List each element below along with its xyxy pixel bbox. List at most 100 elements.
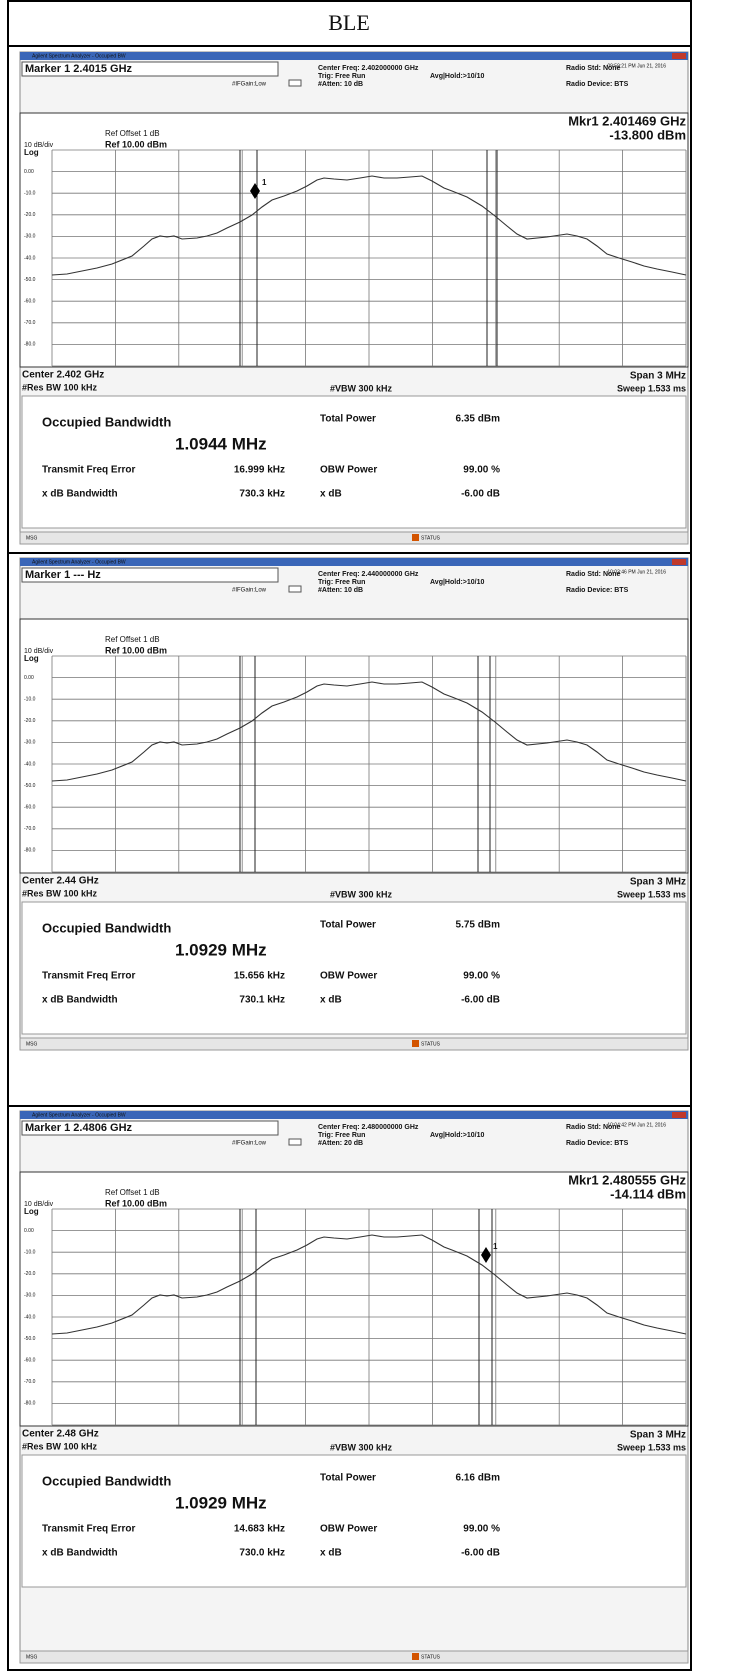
y-axis-label: -30.0 <box>24 234 36 240</box>
center-freq: Center Freq: 2.402000000 GHz <box>318 65 419 72</box>
results-occupied-bandwidth: Occupied Bandwidth <box>42 414 171 429</box>
close-button <box>672 53 686 59</box>
results-freq-error: 16.999 kHz <box>234 465 285 476</box>
atten: #Atten: 20 dB <box>318 1140 363 1147</box>
results-total-power-label: Total Power <box>320 920 376 931</box>
log: Log <box>24 1207 39 1216</box>
trig: Trig: Free Run <box>318 579 365 586</box>
y-axis-label: -70.0 <box>24 826 36 832</box>
status: STATUS <box>421 1654 441 1660</box>
close-button <box>672 1112 686 1118</box>
log: Log <box>24 654 39 663</box>
plot-frame <box>19 618 689 874</box>
log: Log <box>24 148 39 157</box>
marker-box <box>21 1120 279 1136</box>
msg: MSG <box>26 1654 38 1660</box>
status-bar <box>19 1650 689 1664</box>
if-gain: #IFGain:Low <box>232 588 267 594</box>
avg-hold: Avg|Hold:>10/10 <box>430 1132 485 1139</box>
dropdown-icon <box>288 79 302 87</box>
ref-offset: Ref Offset 1 dB <box>105 635 160 644</box>
y-axis-label: -60.0 <box>24 299 36 305</box>
results-total-power: 6.16 dBm <box>456 1473 501 1484</box>
radio-std: Radio Std: None <box>566 1124 621 1131</box>
results-freq-error-label: Transmit Freq Error <box>42 971 135 982</box>
marker-diamond <box>481 1247 491 1263</box>
avg-hold: Avg|Hold:>10/10 <box>430 579 485 586</box>
y-axis-label: -30.0 <box>24 1293 36 1299</box>
mkr-freq: Mkr1 2.480555 GHz <box>568 1172 686 1187</box>
results-freq-error: 15.656 kHz <box>234 971 285 982</box>
radio-device: Radio Device: BTS <box>566 1140 629 1147</box>
scale: 10 dB/div <box>24 648 54 655</box>
results-xdb-bw-label: x dB Bandwidth <box>42 1548 118 1559</box>
plot-frame <box>19 112 689 368</box>
timestamp: 10:03:46 PM Jun 21, 2016 <box>607 569 666 575</box>
scale: 10 dB/div <box>24 1201 54 1208</box>
marker-label: Marker 1 2.4015 GHz <box>25 63 133 75</box>
results-obw-value: 1.0929 MHz <box>175 1493 267 1512</box>
results-xdb-bw: 730.0 kHz <box>239 1548 285 1559</box>
radio-std: Radio Std: None <box>566 65 621 72</box>
status-icon <box>412 1040 419 1047</box>
results-obw-value: 1.0944 MHz <box>175 434 267 453</box>
y-axis-label: -40.0 <box>24 1314 36 1320</box>
results-xdb-bw: 730.1 kHz <box>239 995 285 1006</box>
marker-number: 1 <box>493 1242 498 1251</box>
results-xdb-bw: 730.3 kHz <box>239 489 285 500</box>
plot-frame <box>19 1171 689 1427</box>
table-border <box>7 0 692 1671</box>
res-bw: #Res BW 100 kHz <box>22 382 98 392</box>
y-axis-label: -50.0 <box>24 1336 36 1342</box>
results-panel <box>21 901 687 1035</box>
y-axis-label: -10.0 <box>24 191 36 197</box>
window-title: Agilent Spectrum Analyzer - Occupied BW <box>32 53 126 59</box>
vbw: #VBW 300 kHz <box>330 889 393 899</box>
y-axis-label: -30.0 <box>24 740 36 746</box>
results-xdb: -6.00 dB <box>461 1548 500 1559</box>
atten: #Atten: 10 dB <box>318 587 363 594</box>
y-axis-label: -80.0 <box>24 1401 36 1407</box>
title-bar <box>20 52 688 60</box>
msg: MSG <box>26 535 38 541</box>
scale: 10 dB/div <box>24 142 54 149</box>
results-obw-power: 99.00 % <box>463 1524 500 1535</box>
marker-box <box>21 61 279 77</box>
res-bw: #Res BW 100 kHz <box>22 1441 98 1451</box>
y-axis-label: -10.0 <box>24 1250 36 1256</box>
y-axis-label: 0.00 <box>24 1228 34 1234</box>
marker-diamond <box>250 183 260 199</box>
results-total-power: 5.75 dBm <box>456 920 501 931</box>
title-bar <box>20 1111 688 1119</box>
span: Span 3 MHz <box>630 877 686 888</box>
window-title: Agilent Spectrum Analyzer - Occupied BW <box>32 1112 126 1118</box>
status-bar <box>19 1037 689 1051</box>
vbw: #VBW 300 kHz <box>330 1442 393 1452</box>
y-axis-label: -40.0 <box>24 761 36 767</box>
results-freq-error-label: Transmit Freq Error <box>42 465 135 476</box>
center-freq: Center Freq: 2.480000000 GHz <box>318 1124 419 1131</box>
status-bar <box>19 531 689 545</box>
analyzer-screenshot: Agilent Spectrum Analyzer - Occupied BW 0… <box>19 51 689 545</box>
results-obw-power-label: OBW Power <box>320 1524 377 1535</box>
atten: #Atten: 10 dB <box>318 81 363 88</box>
results-panel <box>21 395 687 529</box>
sweep: Sweep 1.533 ms <box>617 383 686 393</box>
ref-level: Ref 10.00 dBm <box>105 1198 167 1208</box>
header-title: BLE <box>328 10 370 35</box>
y-axis-label: -80.0 <box>24 342 36 348</box>
results-obw-power: 99.00 % <box>463 465 500 476</box>
marker-number: 1 <box>262 178 267 187</box>
y-axis-label: -70.0 <box>24 1379 36 1385</box>
close-button <box>672 559 686 565</box>
results-panel <box>21 1454 687 1588</box>
mkr-freq: Mkr1 2.401469 GHz <box>568 113 686 128</box>
y-axis-label: -50.0 <box>24 277 36 283</box>
center-freq: Center Freq: 2.440000000 GHz <box>318 571 419 578</box>
results-xdb-label: x dB <box>320 489 342 500</box>
y-axis-label: -80.0 <box>24 848 36 854</box>
window-title: Agilent Spectrum Analyzer - Occupied BW <box>32 559 126 565</box>
results-total-power: 6.35 dBm <box>456 414 501 425</box>
status-icon <box>412 1653 419 1660</box>
results-total-power-label: Total Power <box>320 414 376 425</box>
